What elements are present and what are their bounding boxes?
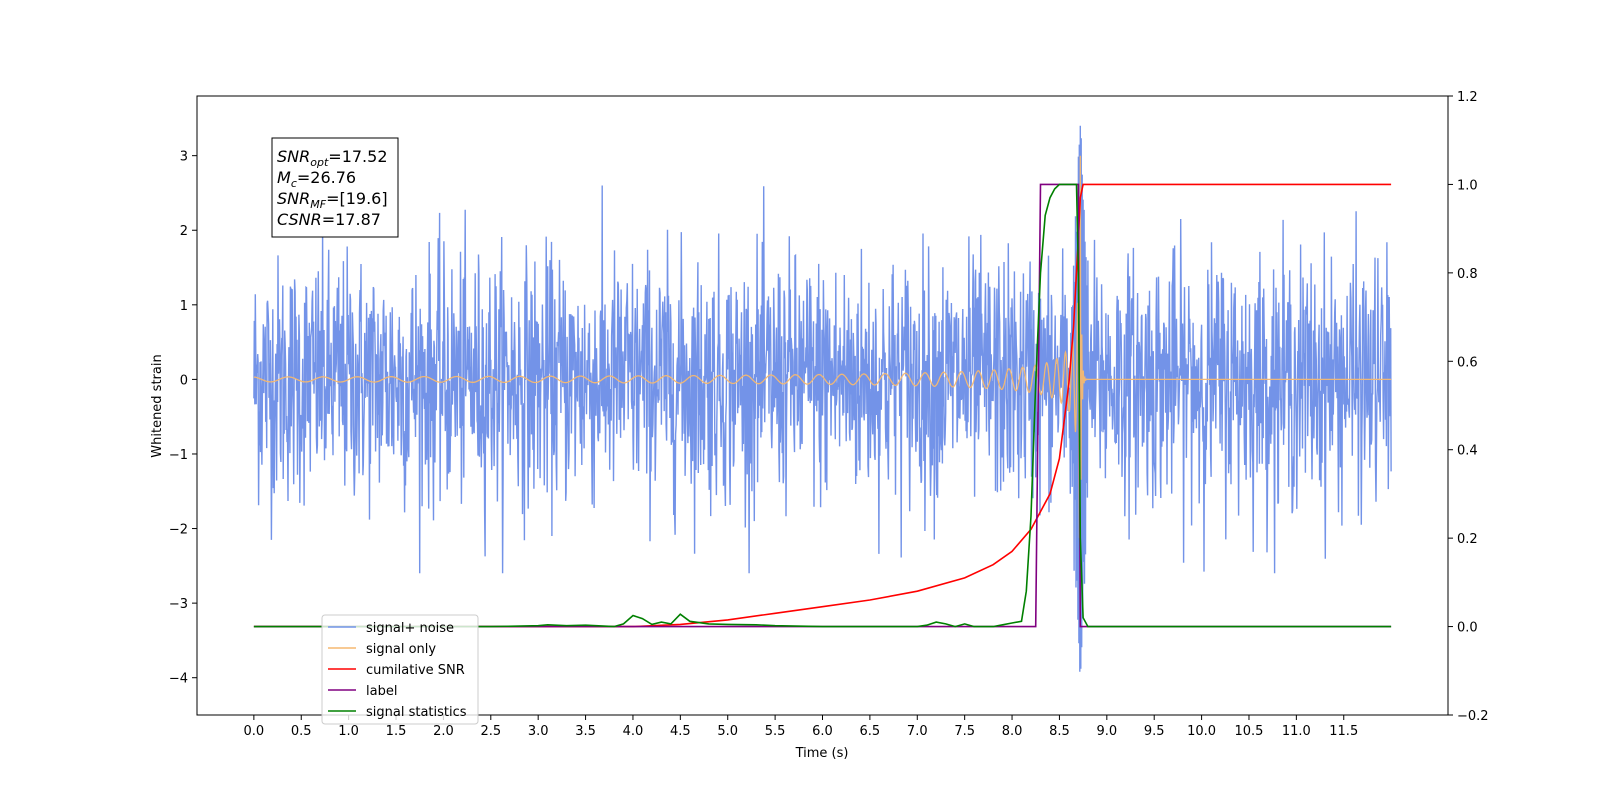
- y2-tick-label: 0.0: [1457, 621, 1478, 636]
- y2-tick-label: 1.0: [1457, 178, 1478, 193]
- y-tick-label: −4: [169, 672, 188, 687]
- x-axis: 0.0 0.5 1.0 1.5 2.0 2.5 3.0 3.5 4.0 4.5 5.0 5.5 6.0 6…: [244, 715, 1358, 739]
- legend-entry: label: [366, 684, 397, 699]
- y-tick-label: 0: [180, 373, 188, 388]
- y-tick-label: 1: [180, 299, 188, 314]
- series-signal-noise-line: [253, 125, 1392, 672]
- legend-entry: cumilative SNR: [366, 663, 465, 678]
- x-tick-label: 3.0: [528, 724, 549, 739]
- x-tick-label: 1.5: [386, 724, 407, 739]
- annotation-line: SNRopt=17.52: [277, 147, 388, 169]
- annotation-frame: [271, 137, 399, 238]
- x-tick-label: 9.0: [1096, 724, 1117, 739]
- plot-layer: [253, 125, 1392, 672]
- legend-entry: signal+ noise: [366, 621, 454, 636]
- x-tick-label: 4.0: [623, 724, 644, 739]
- x-tick-label: 7.0: [907, 724, 928, 739]
- x-tick-label: 1.0: [338, 724, 359, 739]
- x-tick-label: 9.5: [1144, 724, 1165, 739]
- annotation-line: SNRMF=[19.6]: [277, 189, 388, 211]
- x-tick-label: 5.0: [717, 724, 738, 739]
- x-tick-label: 0.5: [291, 724, 312, 739]
- y-tick-label: 2: [180, 224, 188, 239]
- legend-entry: signal statistics: [366, 705, 467, 720]
- series-signal-only-line: [253, 155, 1392, 539]
- y2-tick-label: 0.6: [1457, 355, 1478, 370]
- annotation-line: Mc=26.76: [277, 168, 356, 190]
- x-tick-label: 2.0: [433, 724, 454, 739]
- stats-annotation-box: SNRopt=17.52Mc=26.76SNRMF=[19.6]CSNR=17.…: [271, 137, 399, 238]
- y2-tick-label: 0.8: [1457, 267, 1478, 282]
- x-tick-label: 11.5: [1329, 724, 1358, 739]
- y-axis-label: Whitened strain: [150, 354, 165, 457]
- x-tick-label: 10.5: [1235, 724, 1264, 739]
- x-tick-label: 0.0: [244, 724, 265, 739]
- x-tick-label: 8.5: [1049, 724, 1070, 739]
- y-tick-label: 3: [180, 150, 188, 165]
- x-tick-label: 7.5: [954, 724, 975, 739]
- y2-tick-label: 0.2: [1457, 532, 1478, 547]
- legend-frame: [321, 614, 479, 725]
- y-axis-left: −4 −3 −2 −1 0 1 2 3: [169, 150, 197, 687]
- y2-tick-label: −0.2: [1457, 709, 1489, 724]
- x-tick-label: 4.5: [670, 724, 691, 739]
- x-tick-label: 2.5: [480, 724, 501, 739]
- x-tick-label: 6.5: [860, 724, 881, 739]
- y2-tick-label: 0.4: [1457, 444, 1478, 459]
- x-tick-label: 6.0: [812, 724, 833, 739]
- annotation-line: CSNR=17.87: [277, 210, 381, 229]
- x-tick-label: 11.0: [1282, 724, 1311, 739]
- x-tick-label: 10.0: [1187, 724, 1216, 739]
- x-tick-label: 5.5: [765, 724, 786, 739]
- y-tick-label: −2: [169, 523, 188, 538]
- x-tick-label: 8.0: [1002, 724, 1023, 739]
- y2-tick-label: 1.2: [1457, 90, 1478, 105]
- y-tick-label: −3: [169, 597, 188, 612]
- y-axis-right: −0.2 0.0 0.2 0.4 0.6 0.8 1.0 1.2: [1448, 90, 1489, 724]
- series-signal-statistics-line: [253, 183, 1392, 628]
- x-axis-label: Time (s): [795, 746, 849, 761]
- legend: signal+ noise signal only cumilative SNR la…: [321, 614, 479, 725]
- legend-entry: signal only: [366, 642, 436, 657]
- y-tick-label: −1: [169, 448, 188, 463]
- x-tick-label: 3.5: [575, 724, 596, 739]
